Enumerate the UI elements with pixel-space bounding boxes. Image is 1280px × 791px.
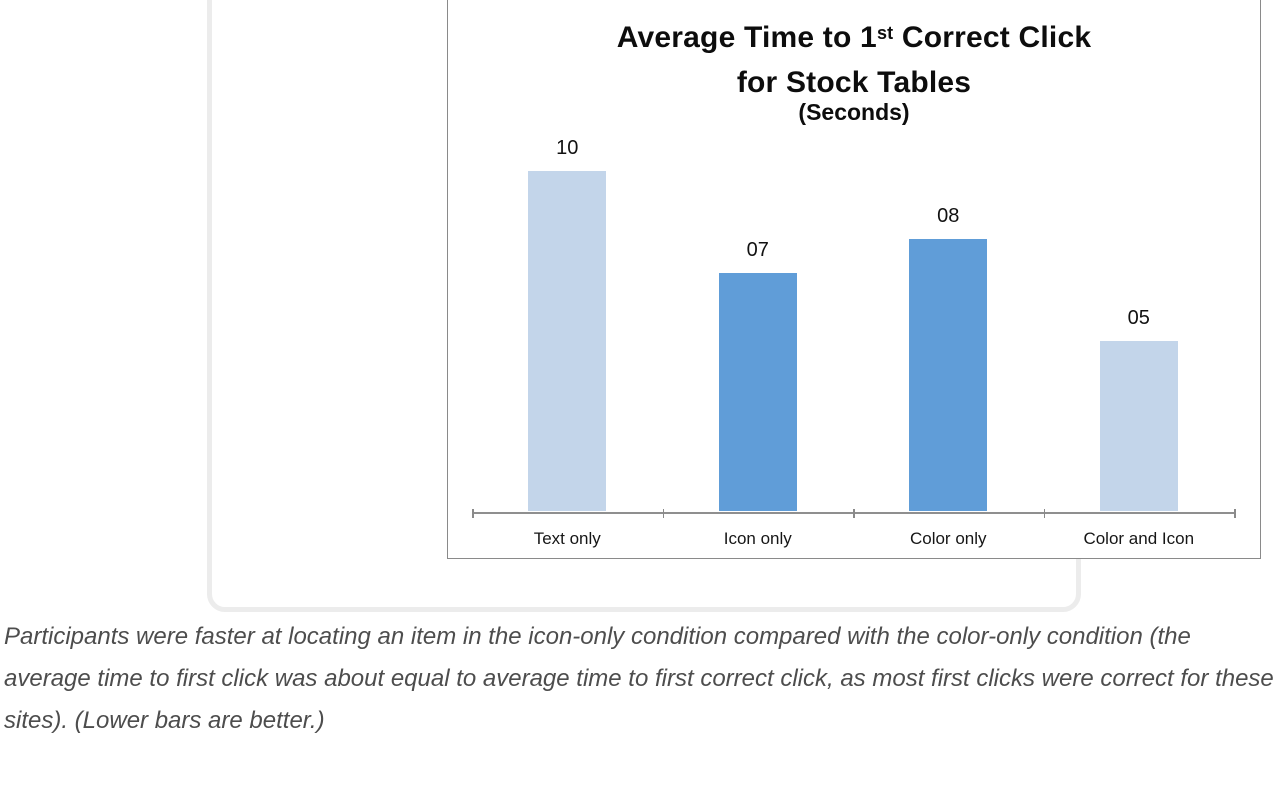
axis-tick [1234,509,1236,518]
axis-tick [472,509,474,518]
bar [528,171,607,511]
chart-title-line2: for Stock Tables [736,66,972,99]
bar-value-label: 08 [937,205,960,227]
category-label: Color only [909,529,987,548]
figure-card: Average Time to 1st Correct Click for St… [207,0,1261,612]
category-label: Color and Icon [1083,529,1195,548]
bar-value-label: 05 [1127,307,1150,329]
chart-title-line1: Average Time to 1st Correct Click [616,21,1092,54]
bar-value-label: 07 [746,239,769,261]
category-label: Text only [533,529,601,548]
axis-tick [1043,509,1045,518]
chart-frame: Average Time to 1st Correct Click for St… [447,0,1261,559]
category-label: Icon only [723,529,792,548]
chart-title: Average Time to 1st Correct Click for St… [448,17,1260,103]
figure-caption: Participants were faster at locating an … [4,623,1274,734]
bar [718,273,797,511]
title-superscript: st [876,22,894,43]
axis-tick [853,509,855,518]
bar [1099,341,1178,511]
bar [909,239,988,511]
bar-value-label: 10 [556,137,579,159]
chart-subtitle: (Seconds) [798,99,910,125]
axis-tick [662,509,664,518]
